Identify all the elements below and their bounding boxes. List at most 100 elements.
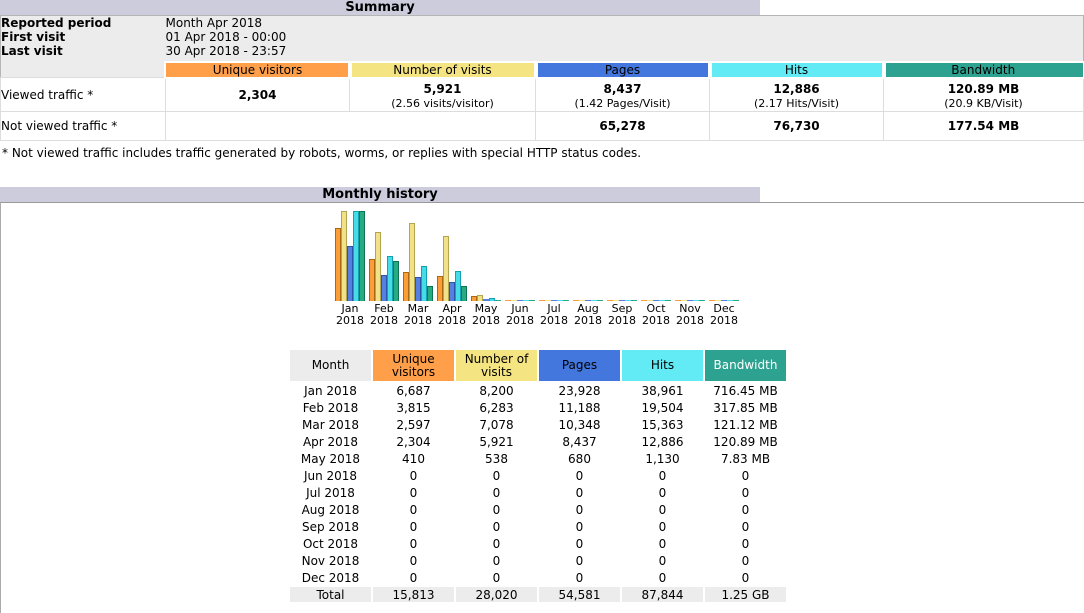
monthly-cell: 0 <box>456 570 537 585</box>
x-axis-label: Oct 2018 <box>642 302 670 327</box>
summary-section-title: Summary <box>0 0 760 15</box>
monthly-cell: Jun 2018 <box>290 468 371 483</box>
monthly-total-row: Total 15,813 28,020 54,581 87,844 1.25 GB <box>290 587 786 602</box>
bar-group-jun-2018 <box>505 300 535 301</box>
monthly-row-jun-2018: Jun 2018 0 0 0 0 0 <box>290 468 786 483</box>
monthly-header-pages: Pages <box>539 350 620 381</box>
monthly-cell: 0 <box>456 553 537 568</box>
monthly-cell: Jul 2018 <box>290 485 371 500</box>
bar-pages <box>483 299 489 301</box>
monthly-cell: Oct 2018 <box>290 536 371 551</box>
x-axis-label: Dec 2018 <box>710 302 738 327</box>
monthly-cell: 0 <box>622 570 703 585</box>
bar-hits <box>489 298 495 301</box>
reported-period-row: Reported period Month Apr 2018 <box>0 15 1084 30</box>
monthly-cell: 410 <box>373 451 454 466</box>
monthly-cell: Mar 2018 <box>290 417 371 432</box>
bar-pages <box>347 246 353 301</box>
monthly-cell: 8,437 <box>539 434 620 449</box>
monthly-cell: 19,504 <box>622 400 703 415</box>
reported-period-value: Month Apr 2018 <box>165 15 1084 30</box>
monthly-cell: 0 <box>539 468 620 483</box>
monthly-history-section-title: Monthly history <box>0 187 760 202</box>
x-axis-label: Apr 2018 <box>438 302 466 327</box>
monthly-cell: 3,815 <box>373 400 454 415</box>
monthly-cell: 11,188 <box>539 400 620 415</box>
last-visit-value: 30 Apr 2018 - 23:57 <box>165 44 1084 58</box>
summary-header-number-of-visits: Number of visits <box>347 61 538 79</box>
bar-unique-visitors <box>573 300 579 301</box>
monthly-row-apr-2018: Apr 2018 2,304 5,921 8,437 12,886 120.89 MB <box>290 434 786 449</box>
summary-metric-header-row: Unique visitors Number of visits Pages H… <box>0 58 1084 79</box>
monthly-header-bandwidth: Bandwidth <box>705 350 786 381</box>
bar-number-of-visits <box>409 223 415 301</box>
monthly-cell: 0 <box>539 519 620 534</box>
bar-bandwidth-mb- <box>665 300 671 301</box>
not-viewed-traffic-label: Not viewed traffic * <box>0 111 166 141</box>
monthly-total-cell: 54,581 <box>539 587 620 602</box>
bar-unique-visitors <box>403 272 409 301</box>
bar-hits <box>523 300 529 301</box>
monthly-total-cell: 87,844 <box>622 587 703 602</box>
not-viewed-pages-cell: 65,278 <box>535 111 710 141</box>
monthly-row-may-2018: May 2018 410 538 680 1,130 7.83 MB <box>290 451 786 466</box>
bar-group-jul-2018 <box>539 300 569 301</box>
monthly-table: Month Unique visitors Number of visits Page… <box>288 348 788 604</box>
monthly-row-jul-2018: Jul 2018 0 0 0 0 0 <box>290 485 786 500</box>
monthly-cell: 7,078 <box>456 417 537 432</box>
monthly-cell: 0 <box>622 519 703 534</box>
monthly-cell: 538 <box>456 451 537 466</box>
monthly-row-dec-2018: Dec 2018 0 0 0 0 0 <box>290 570 786 585</box>
monthly-cell: 8,200 <box>456 383 537 398</box>
summary-header-bandwidth: Bandwidth <box>881 61 1084 79</box>
monthly-cell: 0 <box>539 553 620 568</box>
monthly-cell: 0 <box>373 502 454 517</box>
bar-group-feb-2018 <box>369 232 399 301</box>
bar-bandwidth-mb- <box>393 261 399 301</box>
monthly-cell: 0 <box>622 502 703 517</box>
monthly-cell: 0 <box>705 485 786 500</box>
monthly-cell: 120.89 MB <box>705 434 786 449</box>
monthly-cell: 0 <box>705 468 786 483</box>
monthly-cell: 0 <box>705 553 786 568</box>
monthly-cell: 0 <box>456 485 537 500</box>
monthly-cell: 0 <box>705 502 786 517</box>
bar-bandwidth-mb- <box>563 300 569 301</box>
bar-group-dec-2018 <box>709 300 739 301</box>
monthly-cell: 0 <box>456 468 537 483</box>
monthly-row-jan-2018: Jan 2018 6,687 8,200 23,928 38,961 716.45 MB <box>290 383 786 398</box>
bar-unique-visitors <box>675 300 681 301</box>
bar-hits <box>727 300 733 301</box>
bar-hits <box>455 271 461 301</box>
monthly-header-number-of-visits: Number of visits <box>456 350 537 381</box>
monthly-chart: Jan 2018 Feb 2018 Mar 2018 Apr 2018 May 2018 Jun 20… <box>335 211 1084 327</box>
monthly-row-aug-2018: Aug 2018 0 0 0 0 0 <box>290 502 786 517</box>
monthly-cell: 0 <box>622 553 703 568</box>
monthly-cell: 0 <box>373 570 454 585</box>
monthly-cell: Nov 2018 <box>290 553 371 568</box>
monthly-cell: 15,363 <box>622 417 703 432</box>
bar-hits <box>353 211 359 301</box>
not-viewed-bandwidth-cell: 177.54 MB <box>883 111 1084 141</box>
first-visit-value: 01 Apr 2018 - 00:00 <box>165 30 1084 44</box>
bar-hits <box>421 266 427 301</box>
monthly-cell: 5,921 <box>456 434 537 449</box>
bar-hits <box>659 300 665 301</box>
first-visit-label: First visit <box>0 30 166 44</box>
monthly-row-nov-2018: Nov 2018 0 0 0 0 0 <box>290 553 786 568</box>
bar-number-of-visits <box>511 300 517 301</box>
monthly-total-cell: 28,020 <box>456 587 537 602</box>
monthly-cell: 0 <box>373 468 454 483</box>
bar-group-sep-2018 <box>607 300 637 301</box>
monthly-cell: 0 <box>456 536 537 551</box>
monthly-header-month: Month <box>290 350 371 381</box>
bar-hits <box>591 300 597 301</box>
monthly-header-hits: Hits <box>622 350 703 381</box>
bar-bandwidth-mb- <box>427 286 433 301</box>
bar-number-of-visits <box>579 300 585 301</box>
monthly-cell: 6,283 <box>456 400 537 415</box>
summary-header-pages: Pages <box>533 61 712 79</box>
bar-unique-visitors <box>709 300 715 301</box>
viewed-hits-cell: 12,886 (2.17 Hits/Visit) <box>709 77 884 112</box>
monthly-cell: Feb 2018 <box>290 400 371 415</box>
